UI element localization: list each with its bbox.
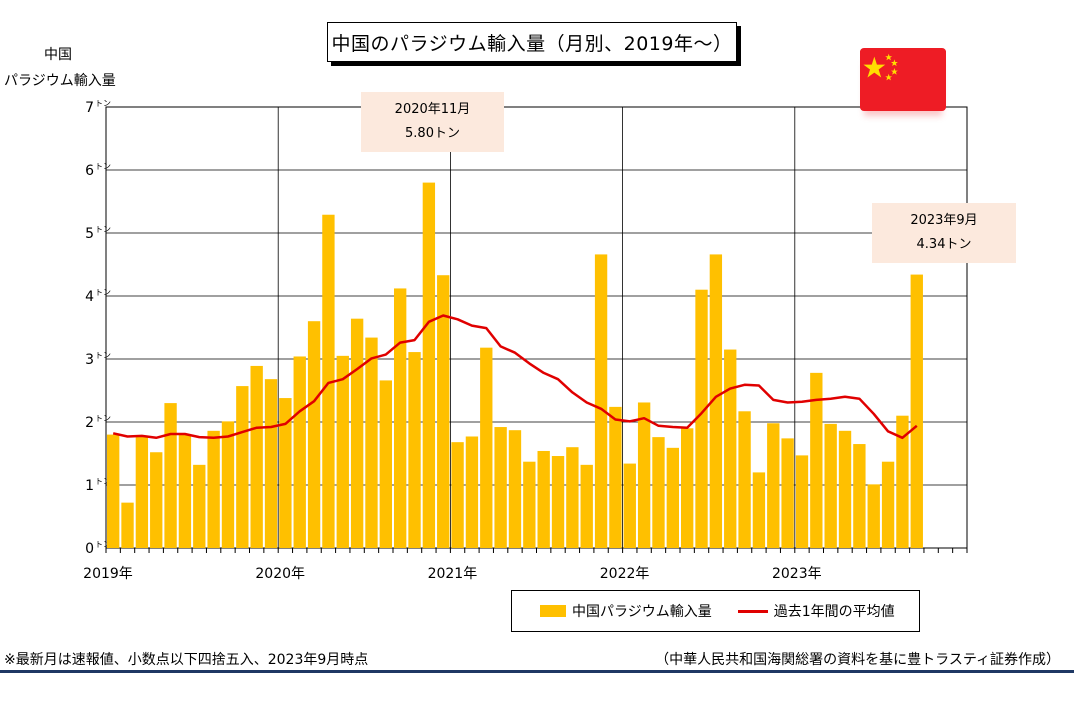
legend-line-label: 過去1年間の平均値 [773,604,895,620]
y-tick-label: 0 [85,541,94,557]
bar [637,402,651,548]
bar [566,447,579,548]
bar [379,380,392,548]
y-tick-unit: トン [95,99,111,108]
bar [135,436,149,548]
bar [810,372,823,548]
bar [681,428,694,548]
bar [178,434,192,548]
legend-line-swatch [737,609,768,613]
y-tick-unit: トン [95,414,111,423]
chart-title: 中国のパラジウム輸入量（月別、2019年～） [327,22,737,62]
bar [465,436,479,548]
bar [867,484,880,548]
bar [336,355,349,548]
bar [350,318,364,548]
bar [307,321,321,548]
x-year-label: 2022年 [600,566,650,582]
bar [609,406,622,548]
bar [695,289,708,548]
series-line [112,314,918,440]
bar [121,502,134,548]
bar [422,182,436,548]
bar [881,461,895,548]
y-tick-label: 4 [85,289,94,305]
y-tick-label: 3 [85,352,94,368]
bar [150,452,163,548]
y-tick-label: 7 [85,100,94,116]
y-axis-label-line-2: パラジウム輸入量 [4,73,116,89]
bar [594,254,608,549]
bar [838,430,852,548]
bar [666,447,679,548]
footnote-right: （中華人民共和国海関総署の資料を基に豊トラスティ証券作成） [655,652,1060,668]
y-tick-label: 2 [85,415,94,431]
legend-bar-swatch [540,605,566,617]
x-year-label: 2019年 [83,566,133,582]
bar [795,455,809,548]
bar [437,275,450,548]
bar [709,254,723,549]
bar [221,421,235,548]
x-year-label: 2021年 [428,566,478,582]
legend: 中国パラジウム輸入量 過去1年間の平均値 [511,590,920,632]
bar [279,398,292,548]
bottom-rule [0,670,1074,673]
plot-area [105,106,968,549]
bar [652,437,665,548]
bar [193,464,206,548]
bar [910,274,923,548]
y-tick-unit: トン [95,540,111,549]
bar [164,403,177,548]
bar [853,444,866,548]
legend-bar-label: 中国パラジウム輸入量 [572,604,712,620]
annotation-latest-line2: 4.34トン [916,237,972,252]
y-tick-unit: トン [95,351,111,360]
y-tick-unit: トン [95,225,111,234]
bar [508,430,522,548]
annotation-peak-line1: 2020年11月 [394,102,471,117]
bar [767,423,780,548]
bar [394,288,407,548]
bar [580,464,593,548]
bar [480,347,493,548]
bar [523,461,536,548]
bar [752,472,766,548]
bar [896,415,909,548]
bar [824,423,837,548]
bar [250,365,263,548]
bar [264,379,278,548]
bar [107,434,120,548]
annotation-peak: 2020年11月 5.80トン [361,92,504,152]
bar [537,450,550,548]
bar [293,356,306,548]
bar [781,438,794,548]
x-year-label: 2020年 [255,566,305,582]
bar [494,427,507,548]
y-axis-label-line-1: 中国 [44,47,72,63]
bar [451,442,464,548]
bar [623,463,636,548]
bar [207,430,220,548]
annotation-latest-line1: 2023年9月 [910,213,978,228]
y-tick-label: 6 [85,163,94,179]
footnote-left: ※最新月は速報値、小数点以下四捨五入、2023年9月時点 [4,652,369,668]
china-flag-icon [860,48,946,111]
bar [236,386,249,548]
bar [551,456,565,548]
bar [322,214,335,549]
bar [738,411,751,548]
y-tick-unit: トン [95,288,111,297]
y-tick-label: 5 [85,226,94,242]
y-tick-unit: トン [95,477,111,486]
bar [365,337,378,548]
y-tick-label: 1 [85,478,94,494]
bar [724,349,737,548]
annotation-latest: 2023年9月 4.34トン [872,203,1016,263]
x-year-label: 2023年 [772,566,822,582]
annotation-peak-line2: 5.80トン [405,126,460,141]
y-tick-unit: トン [95,162,111,171]
bar [408,352,421,548]
